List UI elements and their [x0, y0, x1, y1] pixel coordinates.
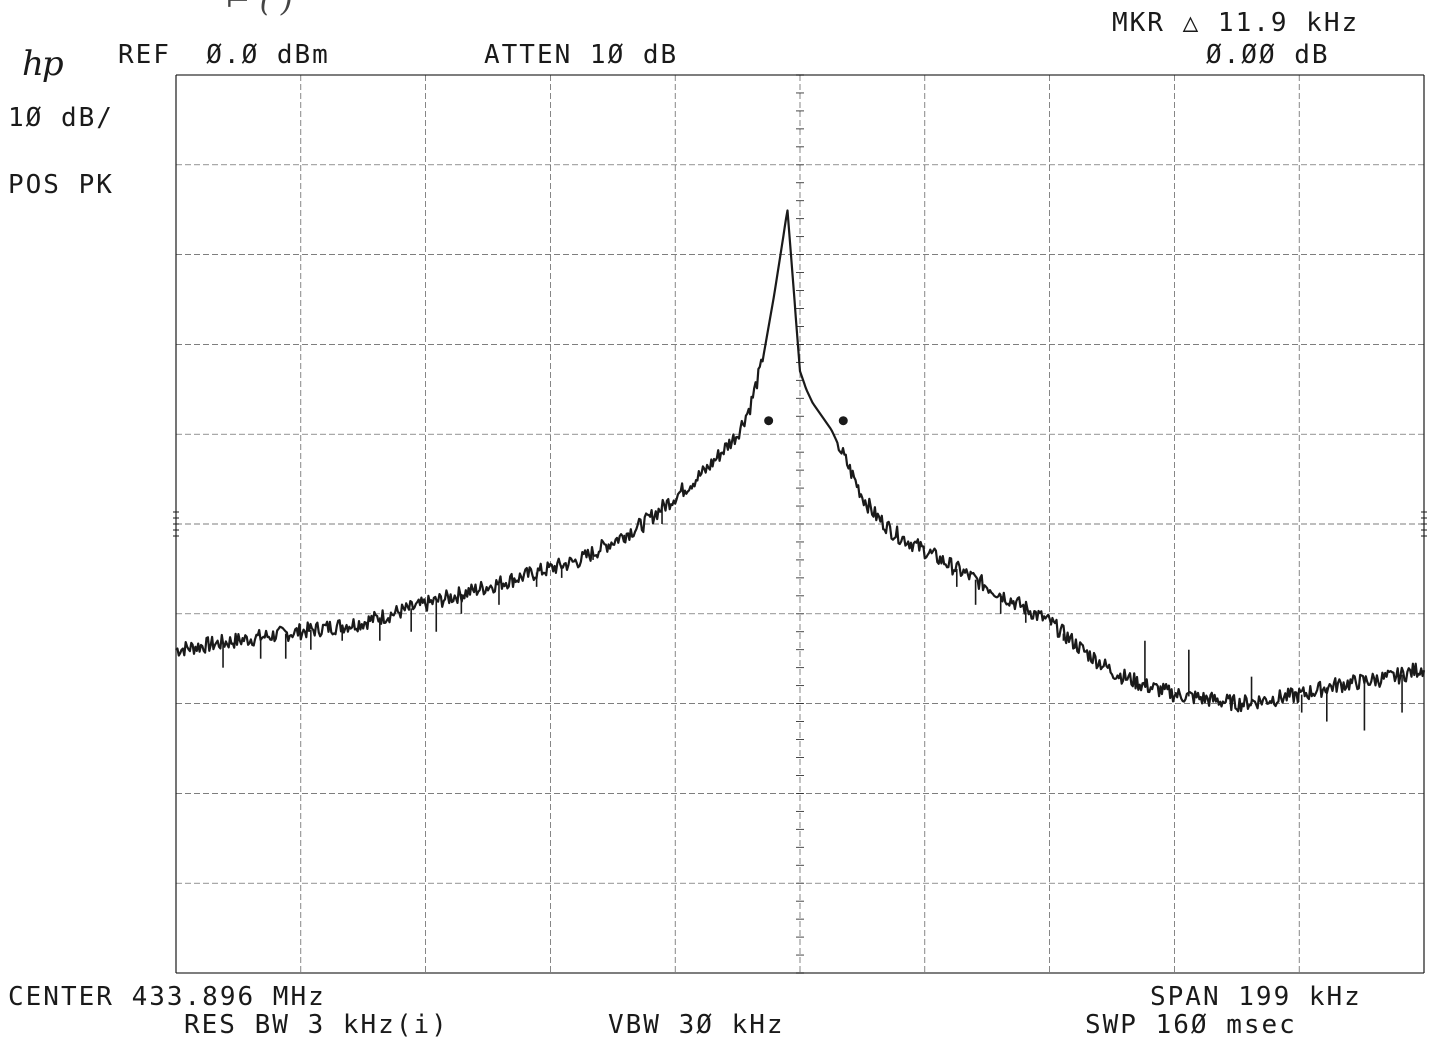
grid	[173, 74, 1427, 974]
hp-logo: hp	[22, 44, 64, 84]
detector-mode: POS PK	[8, 170, 114, 200]
marker-delta-freq: MKR △ 11.9 kHz	[1112, 8, 1360, 38]
span: SPAN 199 kHz	[1150, 982, 1362, 1012]
marker-delta-amp: Ø.ØØ dB	[1206, 40, 1330, 70]
ref-level: REF Ø.Ø dBm	[118, 40, 330, 70]
video-bandwidth: VBW 3Ø kHz	[608, 1010, 785, 1040]
marker-point	[764, 416, 774, 426]
resolution-bandwidth: RES BW 3 kHz(i)	[184, 1010, 449, 1040]
attenuation: ATTEN 1Ø dB	[484, 40, 679, 70]
spectrum-trace	[175, 209, 1426, 713]
sweep-time: SWP 16Ø msec	[1085, 1010, 1297, 1040]
center-frequency: CENTER 433.896 MHz	[8, 982, 326, 1012]
handwritten-note: ⌐ ( )	[225, 0, 293, 19]
scale-per-div: 1Ø dB/	[8, 103, 114, 133]
trace-group	[175, 209, 1426, 731]
marker-point	[838, 416, 848, 426]
